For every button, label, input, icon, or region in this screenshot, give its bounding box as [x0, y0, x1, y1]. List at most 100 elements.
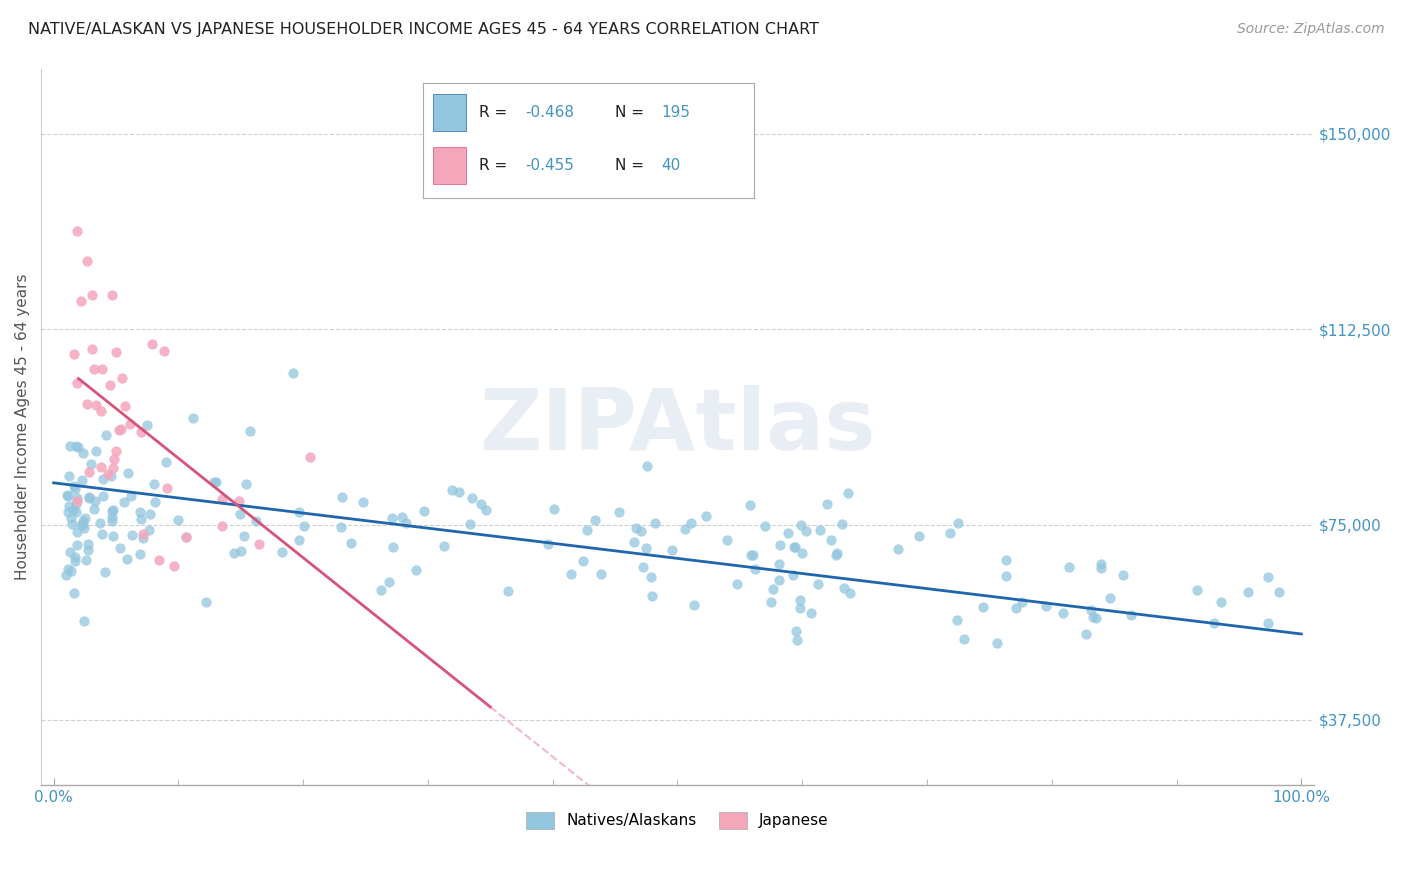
Point: [1185, 582, 1208, 597]
Point: [136, 418, 159, 433]
Point: [1057, 560, 1080, 574]
Point: [132, 527, 155, 541]
Point: [288, 504, 311, 518]
Point: [70, 518, 93, 533]
Point: [60, 516, 83, 531]
Point: [624, 521, 647, 535]
Point: [63, 549, 86, 564]
Point: [299, 450, 322, 464]
Point: [1090, 560, 1112, 574]
Point: [352, 495, 374, 509]
Point: [447, 484, 470, 499]
Point: [63, 347, 86, 361]
Y-axis label: Householder Income Ages 45 - 64 years: Householder Income Ages 45 - 64 years: [15, 274, 30, 580]
Point: [79, 458, 101, 472]
Point: [1257, 570, 1279, 584]
Point: [945, 613, 967, 627]
Point: [572, 554, 595, 568]
Point: [132, 531, 155, 545]
Point: [58, 505, 80, 519]
Point: [70, 473, 93, 487]
Point: [630, 524, 652, 538]
Point: [245, 514, 267, 528]
Point: [824, 548, 846, 562]
Point: [1005, 601, 1028, 615]
Point: [832, 581, 855, 595]
Point: [83, 362, 105, 376]
Point: [1209, 595, 1232, 609]
Point: [163, 558, 186, 573]
Point: [72, 514, 94, 528]
Point: [738, 499, 761, 513]
Point: [143, 495, 166, 509]
Point: [129, 425, 152, 439]
Point: [762, 582, 785, 596]
Point: [66, 376, 89, 391]
Point: [211, 492, 233, 507]
Point: [782, 568, 804, 582]
Point: [644, 516, 666, 530]
Point: [103, 452, 125, 467]
Point: [77, 537, 100, 551]
Point: [537, 537, 560, 551]
Point: [65, 505, 87, 519]
Point: [391, 509, 413, 524]
Legend: Natives/Alaskans, Japanese: Natives/Alaskans, Japanese: [520, 805, 835, 835]
Point: [433, 539, 456, 553]
Point: [156, 482, 179, 496]
Point: [204, 475, 226, 489]
Point: [661, 542, 683, 557]
Point: [65, 483, 87, 497]
Point: [110, 422, 132, 436]
Point: [101, 529, 124, 543]
Point: [98, 377, 121, 392]
Point: [62, 586, 84, 600]
Point: [174, 531, 197, 545]
Point: [211, 519, 233, 533]
Point: [100, 504, 122, 518]
Point: [786, 632, 808, 647]
Point: [66, 491, 89, 506]
Point: [128, 548, 150, 562]
Point: [63, 553, 86, 567]
Point: [84, 494, 107, 508]
Point: [783, 540, 806, 554]
Point: [1052, 606, 1074, 620]
Point: [820, 533, 842, 548]
Point: [759, 595, 782, 609]
Point: [1237, 585, 1260, 599]
Point: [174, 530, 197, 544]
Point: [794, 524, 817, 538]
Point: [441, 483, 464, 498]
Point: [1074, 627, 1097, 641]
Point: [76, 397, 98, 411]
Text: ZIPAtlas: ZIPAtlas: [479, 385, 876, 468]
Point: [55, 567, 77, 582]
Point: [1119, 608, 1142, 623]
Point: [141, 336, 163, 351]
Point: [831, 517, 853, 532]
Point: [682, 598, 704, 612]
Point: [232, 529, 254, 543]
Point: [741, 548, 763, 562]
Point: [395, 516, 418, 531]
Point: [641, 589, 664, 603]
Point: [634, 541, 657, 555]
Point: [681, 516, 703, 530]
Point: [381, 510, 404, 524]
Point: [65, 496, 87, 510]
Point: [288, 533, 311, 548]
Point: [167, 513, 190, 527]
Point: [228, 494, 250, 508]
Point: [77, 542, 100, 557]
Point: [143, 477, 166, 491]
Point: [66, 440, 89, 454]
Point: [86, 443, 108, 458]
Point: [181, 410, 204, 425]
Point: [1112, 567, 1135, 582]
Point: [946, 516, 969, 530]
Point: [118, 417, 141, 432]
Point: [111, 371, 134, 385]
Point: [112, 495, 135, 509]
Point: [673, 522, 696, 536]
